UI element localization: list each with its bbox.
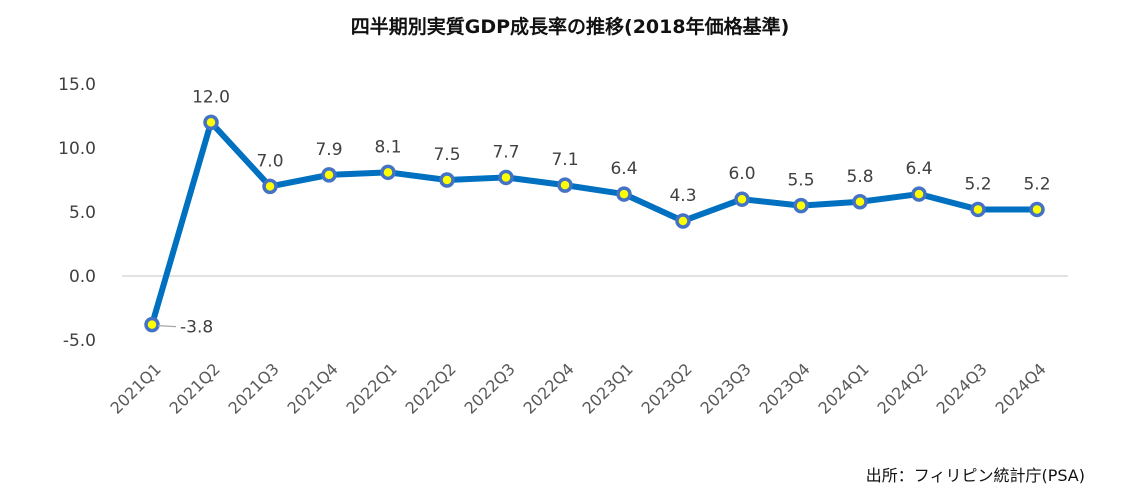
data-point [557, 177, 573, 193]
x-tick-label: 2023Q1 [578, 359, 636, 417]
data-label: 12.0 [192, 87, 230, 107]
x-tick-label: 2022Q2 [401, 359, 459, 417]
data-point [793, 197, 809, 214]
y-tick-label: 10.0 [58, 139, 96, 159]
data-point [262, 178, 278, 195]
data-label: 7.1 [551, 150, 578, 170]
y-axis: 15.0 10.0 5.0 0.0 -5.0 [58, 75, 96, 351]
data-point [675, 213, 691, 229]
data-point [616, 186, 632, 202]
data-label: 5.8 [846, 167, 873, 187]
x-tick-label: 2021Q1 [106, 359, 164, 417]
x-tick-label: 2024Q2 [873, 359, 931, 417]
data-label: 7.9 [315, 140, 342, 160]
data-point [852, 194, 868, 210]
data-label: 7.7 [492, 142, 519, 162]
x-tick-label: 2021Q2 [165, 359, 223, 417]
data-label: 5.2 [1023, 174, 1050, 194]
data-label: 4.3 [669, 186, 696, 206]
x-tick-label: 2024Q3 [932, 359, 990, 417]
data-label: 7.5 [433, 145, 460, 165]
y-tick-label: -5.0 [63, 331, 96, 351]
series-line: -3.8 12.0 7.0 7.9 8.1 7.5 7.7 7.1 6.4 4.3 6.0 5.5 5.… [144, 87, 1051, 338]
series-path [149, 119, 1037, 326]
x-tick-label: 2022Q4 [519, 359, 577, 417]
x-tick-label: 2021Q3 [224, 359, 282, 417]
data-label: 7.0 [256, 151, 283, 171]
data-label: 8.1 [374, 137, 401, 157]
data-point [321, 167, 337, 183]
y-tick-label: 0.0 [69, 267, 96, 287]
x-tick-label: 2021Q4 [283, 359, 341, 417]
x-tick-label: 2023Q3 [696, 359, 754, 417]
data-label: 6.0 [728, 164, 755, 184]
data-label: -3.8 [180, 318, 213, 338]
x-axis: 2021Q1 2021Q2 2021Q3 2021Q4 2022Q1 2022Q2 2022… [106, 359, 1049, 417]
data-point [498, 169, 514, 186]
data-point [380, 164, 396, 181]
x-tick-label: 2024Q4 [991, 359, 1049, 417]
data-label: 5.5 [787, 171, 814, 191]
data-label: 5.2 [964, 174, 991, 194]
data-label: 6.4 [905, 159, 932, 179]
chart-title: 四半期別実質GDP成長率の推移(2018年価格基準) [351, 15, 790, 38]
data-point [439, 172, 455, 188]
data-point [203, 114, 219, 131]
leader-line [157, 325, 177, 328]
data-point [144, 316, 160, 333]
x-tick-label: 2023Q2 [637, 359, 695, 417]
data-point [911, 186, 927, 202]
x-tick-label: 2023Q4 [755, 359, 813, 417]
data-point [1029, 201, 1045, 218]
x-tick-label: 2022Q3 [460, 359, 518, 417]
x-tick-label: 2022Q1 [342, 359, 400, 417]
x-tick-label: 2024Q1 [814, 359, 872, 417]
data-point [734, 191, 750, 207]
y-tick-label: 15.0 [58, 75, 96, 95]
data-point [970, 201, 986, 218]
source-note: 出所：フィリピン統計庁(PSA) [866, 466, 1085, 485]
y-tick-label: 5.0 [69, 203, 96, 223]
data-label: 6.4 [610, 159, 637, 179]
